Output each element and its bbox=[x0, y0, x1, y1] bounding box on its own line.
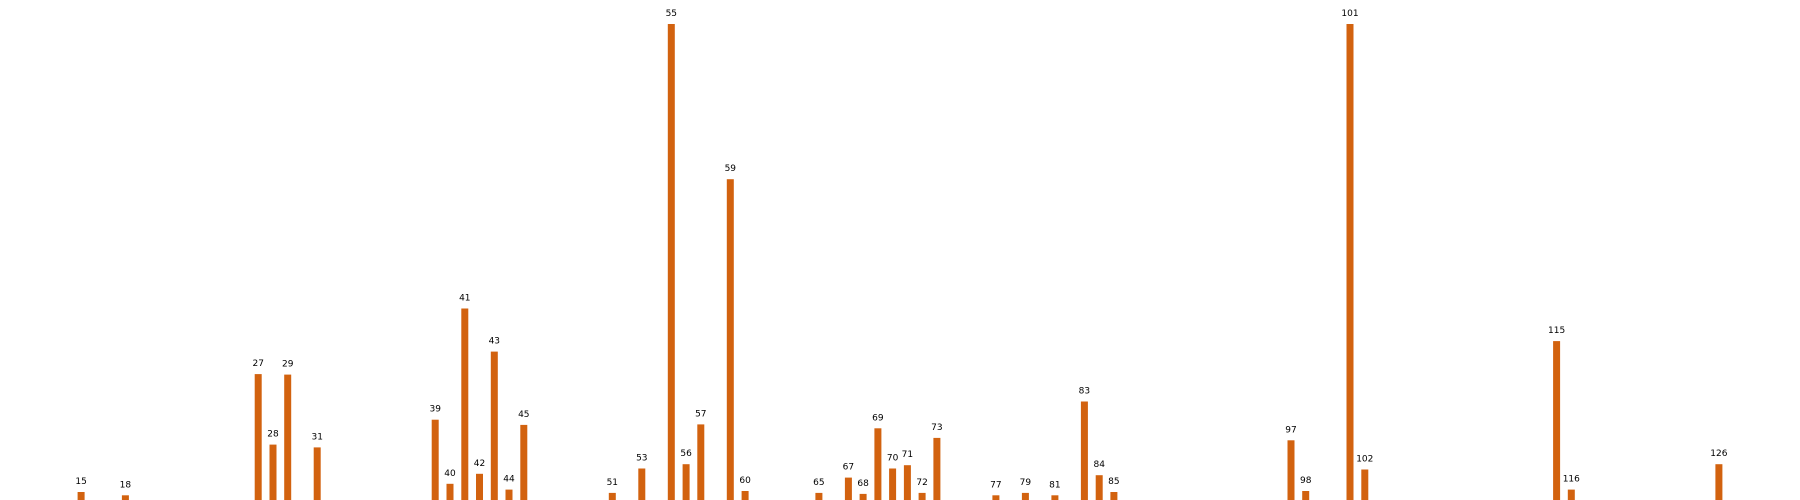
bar-72 bbox=[918, 492, 926, 500]
peak-label-39: 39 bbox=[429, 405, 441, 415]
peak-label-45: 45 bbox=[518, 410, 529, 420]
peak-label-60: 60 bbox=[739, 476, 751, 486]
peak-label-57: 57 bbox=[695, 409, 706, 419]
bar-44 bbox=[505, 489, 513, 500]
bar-40 bbox=[446, 483, 454, 500]
peak-label-27: 27 bbox=[252, 359, 263, 369]
peak-label-101: 101 bbox=[1341, 9, 1358, 19]
peak-label-18: 18 bbox=[120, 480, 132, 490]
bar-98 bbox=[1302, 491, 1310, 500]
peak-label-97: 97 bbox=[1285, 425, 1296, 435]
bar-84 bbox=[1095, 475, 1103, 500]
bar-55 bbox=[667, 24, 675, 500]
bar-27 bbox=[254, 374, 262, 500]
bar-60 bbox=[741, 491, 749, 500]
bar-116 bbox=[1567, 489, 1575, 500]
peak-label-31: 31 bbox=[311, 432, 322, 442]
bar-53 bbox=[638, 468, 646, 500]
peak-label-51: 51 bbox=[607, 478, 618, 488]
bar-126 bbox=[1715, 464, 1723, 500]
peak-label-77: 77 bbox=[990, 480, 1001, 490]
peak-label-67: 67 bbox=[843, 463, 854, 473]
peak-label-115: 115 bbox=[1548, 326, 1565, 336]
bar-77 bbox=[992, 495, 1000, 500]
bar-97 bbox=[1287, 440, 1295, 500]
bar-102 bbox=[1361, 469, 1369, 500]
bar-43 bbox=[490, 351, 498, 500]
peak-label-40: 40 bbox=[444, 469, 456, 479]
bar-18 bbox=[121, 495, 129, 500]
peak-label-83: 83 bbox=[1079, 387, 1090, 397]
peak-label-126: 126 bbox=[1710, 449, 1727, 459]
peak-label-65: 65 bbox=[813, 478, 824, 488]
bar-42 bbox=[476, 473, 483, 500]
peak-label-68: 68 bbox=[857, 479, 869, 489]
peak-label-15: 15 bbox=[75, 477, 86, 487]
peak-label-71: 71 bbox=[902, 450, 913, 460]
bar-15 bbox=[77, 492, 85, 500]
peak-label-69: 69 bbox=[872, 413, 884, 423]
bar-70 bbox=[889, 468, 897, 500]
peak-label-41: 41 bbox=[459, 294, 470, 304]
bar-85 bbox=[1110, 492, 1118, 500]
bar-65 bbox=[815, 492, 823, 500]
bar-41 bbox=[461, 308, 469, 500]
bar-68 bbox=[859, 493, 867, 500]
peak-label-42: 42 bbox=[474, 459, 485, 469]
bar-39 bbox=[431, 419, 439, 500]
bar-81 bbox=[1051, 495, 1059, 500]
peak-label-43: 43 bbox=[489, 337, 500, 347]
peak-label-59: 59 bbox=[725, 164, 737, 174]
peak-label-70: 70 bbox=[887, 454, 899, 464]
bar-73 bbox=[933, 437, 941, 500]
bar-45 bbox=[520, 424, 528, 500]
peak-label-85: 85 bbox=[1108, 477, 1119, 487]
peak-label-73: 73 bbox=[931, 423, 942, 433]
bar-101 bbox=[1346, 24, 1354, 500]
bar-59 bbox=[726, 179, 734, 500]
bar-29 bbox=[284, 374, 292, 500]
bar-115 bbox=[1553, 341, 1561, 500]
peak-label-98: 98 bbox=[1300, 476, 1312, 486]
peak-label-116: 116 bbox=[1563, 475, 1580, 485]
bar-28 bbox=[269, 444, 277, 500]
peak-label-79: 79 bbox=[1020, 478, 1032, 488]
peak-label-55: 55 bbox=[666, 9, 677, 19]
bar-79 bbox=[1021, 492, 1029, 500]
bar-57 bbox=[697, 424, 705, 500]
peak-label-29: 29 bbox=[282, 360, 294, 370]
peak-label-72: 72 bbox=[916, 478, 927, 488]
bar-51 bbox=[608, 492, 616, 500]
bar-31 bbox=[313, 447, 321, 500]
bar-69 bbox=[874, 428, 882, 500]
peak-label-81: 81 bbox=[1049, 480, 1060, 490]
peak-label-56: 56 bbox=[680, 449, 692, 459]
peak-label-102: 102 bbox=[1356, 455, 1373, 465]
bar-56 bbox=[682, 464, 690, 500]
bar-71 bbox=[903, 465, 911, 500]
peak-label-28: 28 bbox=[267, 430, 279, 440]
peak-label-53: 53 bbox=[636, 454, 647, 464]
bar-83 bbox=[1080, 401, 1088, 500]
bar-67 bbox=[844, 477, 852, 500]
peak-label-44: 44 bbox=[503, 475, 515, 485]
peak-label-84: 84 bbox=[1093, 460, 1105, 470]
